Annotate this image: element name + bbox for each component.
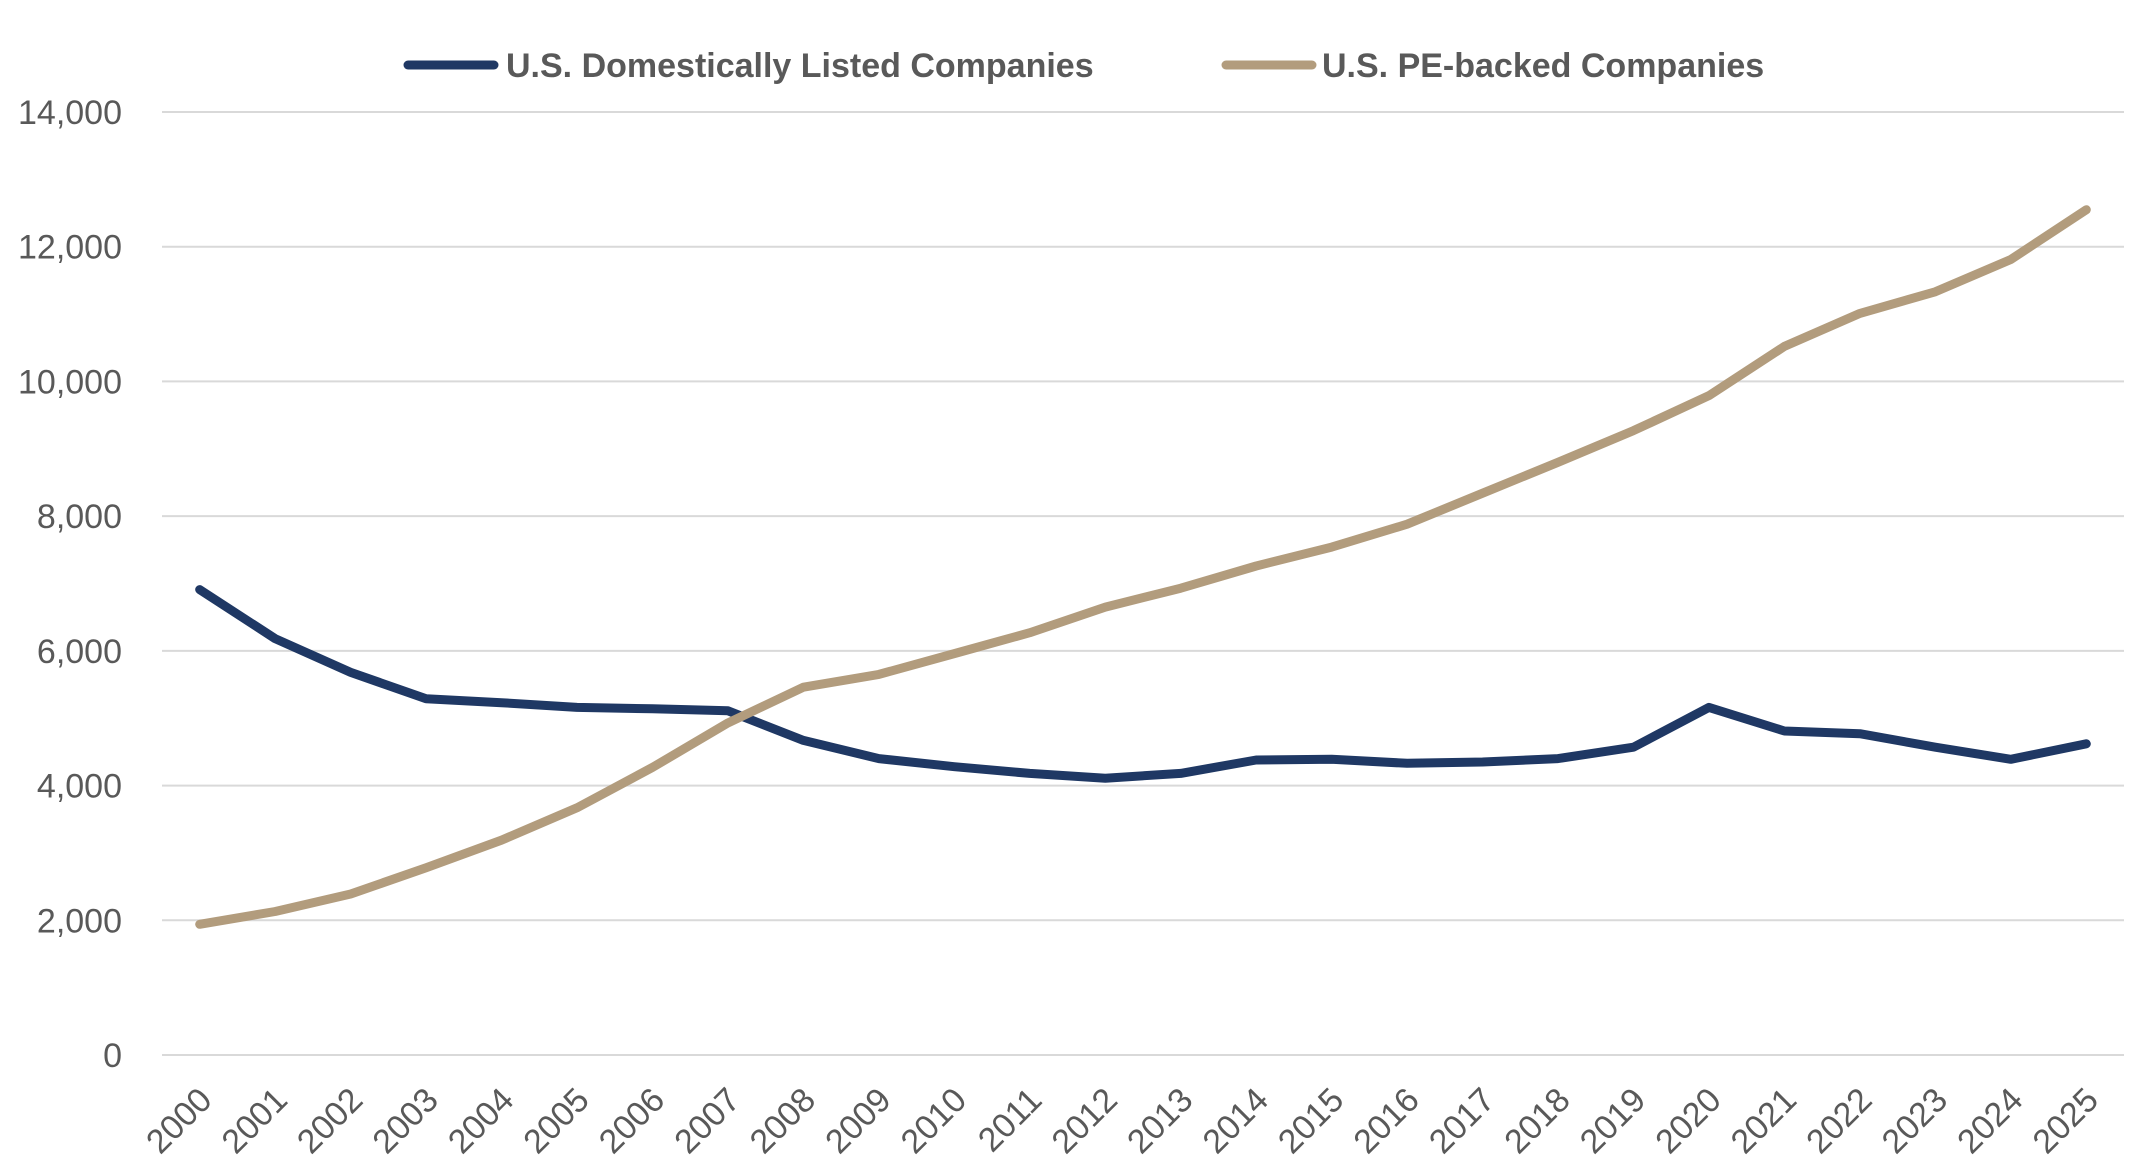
data-point — [1708, 706, 1710, 708]
data-point — [1255, 565, 1257, 567]
series-lines — [195, 205, 2091, 929]
x-tick-label: 2002 — [290, 1081, 370, 1161]
x-tick-label: 2013 — [1120, 1081, 1200, 1161]
data-point — [802, 686, 804, 688]
data-point — [2085, 209, 2087, 211]
data-point — [1482, 492, 1484, 494]
x-tick-label: 2018 — [1497, 1081, 1577, 1161]
legend-label: U.S. PE-backed Companies — [1322, 47, 1764, 85]
series-line-pe-backed-companies — [195, 205, 2091, 929]
data-point — [350, 671, 352, 673]
y-tick-label: 0 — [103, 1037, 122, 1075]
data-point — [1029, 632, 1031, 634]
x-axis: 2000200120022003200420052006200720082009… — [139, 1081, 2106, 1161]
y-tick-label: 12,000 — [18, 229, 122, 267]
data-point — [1406, 523, 1408, 525]
data-point — [802, 739, 804, 741]
x-tick-label: 2024 — [1950, 1081, 2030, 1161]
data-point — [199, 589, 201, 591]
data-point — [350, 893, 352, 895]
data-point — [199, 923, 201, 925]
y-tick-label: 4,000 — [37, 768, 122, 806]
data-point — [1104, 777, 1106, 779]
data-point — [953, 766, 955, 768]
data-point — [425, 867, 427, 869]
data-point — [1859, 733, 1861, 735]
data-point — [576, 807, 578, 809]
data-point — [2085, 743, 2087, 745]
data-point — [501, 839, 503, 841]
x-tick-label: 2022 — [1799, 1081, 1879, 1161]
data-point — [501, 702, 503, 704]
x-tick-label: 2003 — [365, 1081, 445, 1161]
data-point — [1783, 730, 1785, 732]
y-tick-label: 8,000 — [37, 498, 122, 536]
data-point — [727, 722, 729, 724]
x-tick-label: 2011 — [971, 1081, 1050, 1160]
x-tick-label: 2001 — [214, 1081, 294, 1161]
x-tick-label: 2021 — [1724, 1081, 1804, 1161]
data-point — [1934, 746, 1936, 748]
data-point — [953, 653, 955, 655]
data-point — [1557, 758, 1559, 760]
data-point — [878, 673, 880, 675]
x-tick-label: 2020 — [1648, 1081, 1728, 1161]
data-point — [652, 766, 654, 768]
legend-label: U.S. Domestically Listed Companies — [506, 47, 1094, 85]
x-tick-label: 2005 — [516, 1081, 596, 1161]
x-tick-label: 2004 — [441, 1081, 521, 1161]
x-tick-label: 2006 — [592, 1081, 672, 1161]
data-point — [1406, 762, 1408, 764]
data-point — [1104, 606, 1106, 608]
data-point — [2010, 758, 2012, 760]
data-point — [425, 698, 427, 700]
data-point — [1180, 587, 1182, 589]
data-point — [1633, 430, 1635, 432]
x-tick-label: 2012 — [1045, 1081, 1125, 1161]
data-point — [274, 911, 276, 913]
data-point — [1934, 291, 1936, 293]
x-tick-label: 2010 — [894, 1081, 974, 1161]
x-tick-label: 2015 — [1271, 1081, 1351, 1161]
data-point — [1557, 461, 1559, 463]
y-tick-label: 14,000 — [18, 94, 122, 132]
data-point — [1255, 759, 1257, 761]
x-tick-label: 2016 — [1346, 1081, 1426, 1161]
data-point — [652, 708, 654, 710]
y-axis: 0 2,000 4,000 6,000 8,000 10,000 12,000 14,000 — [18, 94, 122, 1075]
series-line-listed-companies — [195, 585, 2091, 783]
y-tick-label: 10,000 — [18, 363, 122, 401]
data-point — [1633, 746, 1635, 748]
data-point — [1783, 345, 1785, 347]
data-point — [1029, 772, 1031, 774]
x-tick-label: 2008 — [743, 1081, 823, 1161]
x-tick-label: 2000 — [139, 1081, 219, 1161]
data-point — [878, 758, 880, 760]
data-point — [1708, 395, 1710, 397]
x-tick-label: 2014 — [1195, 1081, 1275, 1161]
data-point — [1180, 772, 1182, 774]
gridlines — [162, 111, 2124, 1056]
data-point — [1859, 312, 1861, 314]
data-point — [274, 638, 276, 640]
data-point — [1331, 546, 1333, 548]
data-point — [1331, 758, 1333, 760]
x-tick-label: 2019 — [1573, 1081, 1653, 1161]
data-point — [727, 710, 729, 712]
data-point — [2010, 259, 2012, 261]
data-point — [1482, 761, 1484, 763]
legend: U.S. Domestically Listed Companies U.S. P… — [403, 47, 1764, 85]
x-tick-label: 2025 — [2026, 1081, 2106, 1161]
x-tick-label: 2009 — [818, 1081, 898, 1161]
x-tick-label: 2007 — [667, 1081, 747, 1161]
y-tick-label: 6,000 — [37, 633, 122, 671]
y-tick-label: 2,000 — [37, 902, 122, 940]
x-tick-label: 2017 — [1422, 1081, 1502, 1161]
x-tick-label: 2023 — [1875, 1081, 1955, 1161]
data-point — [576, 706, 578, 708]
